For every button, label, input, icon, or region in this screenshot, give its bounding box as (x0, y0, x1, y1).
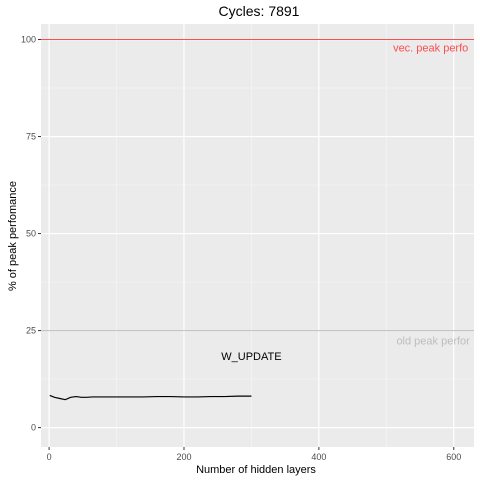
x-tick-label: 600 (446, 452, 461, 462)
x-axis-ticks: 0 200 400 600 (47, 447, 461, 462)
annotations: W_UPDATE (221, 351, 281, 363)
reference-line-label: vec. peak perfo (393, 42, 468, 54)
y-tick-label: 0 (31, 423, 36, 433)
y-axis-ticks: 0 25 50 75 100 (21, 35, 41, 433)
annotation-label: W_UPDATE (221, 351, 281, 363)
y-tick-label: 25 (26, 326, 36, 336)
x-tick-label: 200 (176, 452, 191, 462)
y-tick-label: 75 (26, 132, 36, 142)
series-layer (49, 394, 252, 401)
x-tick-label: 400 (311, 452, 326, 462)
reference-lines: vec. peak perfo old peak perfor (41, 39, 474, 347)
grid-minor (41, 24, 474, 447)
y-tick-label: 50 (26, 229, 36, 239)
x-axis-title: Number of hidden layers (196, 464, 316, 476)
y-axis-title: % of peak perfomance (7, 181, 19, 291)
reference-line-label: old peak perfor (396, 335, 470, 347)
chart-title: Cycles: 7891 (219, 3, 300, 19)
series-line (49, 394, 252, 401)
plot-panel (41, 24, 474, 447)
x-tick-label: 0 (47, 452, 52, 462)
y-tick-label: 100 (21, 35, 36, 45)
